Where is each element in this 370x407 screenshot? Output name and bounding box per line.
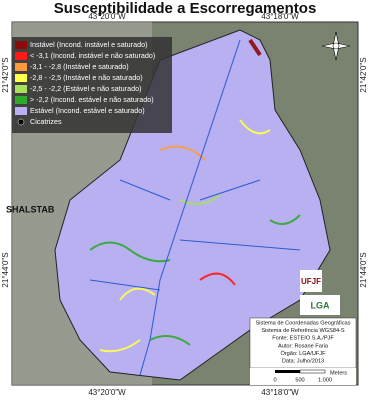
coord-label: 21°42'0"S — [359, 57, 368, 92]
legend-label: Cicatrizes — [30, 117, 62, 126]
info-line: Data: Julho/2013 — [282, 358, 324, 364]
coord-label: 21°44'0"S — [359, 252, 368, 287]
info-line: Autor: Rosane Faria — [278, 343, 329, 349]
coord-label: 43°20'0"W — [88, 388, 126, 397]
legend: Instável (Incond. instável e saturado) < … — [15, 40, 155, 126]
scale-ticks: 0 500 1.000 — [273, 377, 332, 383]
legend-swatch — [15, 107, 27, 115]
coord-label: 43°20'0"W — [88, 12, 126, 21]
rivers — [89, 39, 301, 376]
compass-rose — [321, 31, 351, 61]
info-box — [249, 317, 357, 369]
info-line: Sistema de Coordenadas Geográficas — [256, 320, 351, 326]
scale-tick-label: 0 — [273, 377, 276, 383]
legend-swatch — [17, 118, 25, 126]
scale-segment — [275, 370, 300, 373]
scale-segment — [299, 369, 326, 374]
coord-label: 43°18'0"W — [261, 388, 299, 397]
legend-swatch — [15, 96, 27, 104]
legend-label: < -3,1 (Incond. instável e não saturado) — [30, 51, 155, 60]
logo-box — [300, 270, 322, 292]
legend-label: > -2,2 (Incond. estável e não saturado) — [30, 95, 154, 104]
coord-label: 43°18'0"W — [261, 12, 299, 21]
coord-label: 21°44'0"S — [1, 252, 10, 287]
info: Sistema de Coordenadas Geográficas Sistem… — [256, 320, 351, 364]
legend-label: Instável (Incond. instável e saturado) — [30, 40, 147, 49]
logo-box — [300, 295, 340, 315]
legend-swatch — [15, 63, 27, 71]
legend-swatch — [15, 41, 27, 49]
legend-swatch — [15, 52, 27, 60]
coordinates: 43°20'0"W 43°18'0"W 43°20'0"W 43°18'0"W 21°4… — [1, 12, 368, 397]
logo: UFJF — [301, 277, 321, 286]
legend-title: SHALSTAB — [6, 204, 55, 214]
legend-label: Estável (Incond. estável e saturado) — [30, 106, 145, 115]
legend-label: -2,8 - -2,5 (Instável e não saturado) — [30, 73, 143, 82]
scale-tick-label: 1.000 — [318, 377, 332, 383]
scale-unit: Meters — [330, 370, 347, 376]
legend-swatch — [15, 74, 27, 82]
legend-label: -2,5 - -2,2 (Estável e não saturado) — [30, 84, 141, 93]
logo: LGA — [311, 300, 330, 310]
coord-label: 21°42'0"S — [1, 57, 10, 92]
info-line: Órgão: LGA/UFJF — [280, 350, 326, 357]
map-title: Susceptibilidade a Escorregamentos — [54, 0, 317, 17]
legend-swatch — [15, 85, 27, 93]
legend-label: -3,1 - -2,8 (Instável e saturado) — [30, 62, 129, 71]
susceptibility-patches — [89, 38, 301, 353]
info-line: Sistema de Referência WGS84-S — [261, 328, 345, 334]
legend-box — [12, 37, 172, 133]
scale-tick-label: 500 — [295, 377, 304, 383]
info-line: Fonte: ESTEIO S.A./PJF — [272, 336, 334, 342]
